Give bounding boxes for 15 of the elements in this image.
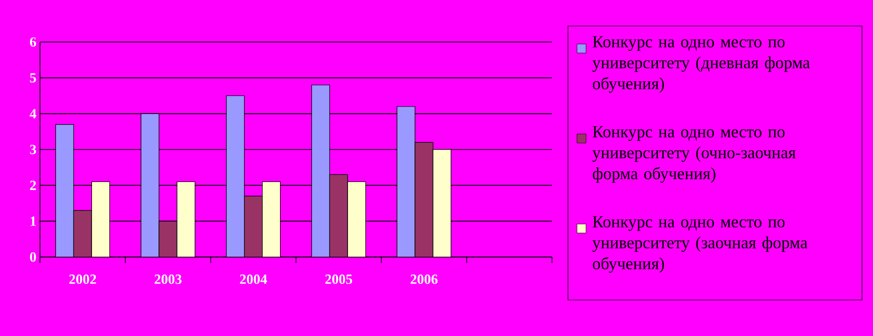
y-tick-label: 4	[30, 109, 36, 118]
y-tick-label: 3	[30, 144, 36, 154]
legend-label: Конкурс на одно место по университету (заочная форма обучения)	[592, 216, 808, 273]
x-tick-label: 2004	[240, 274, 268, 284]
y-tick-label: 1	[30, 216, 36, 226]
legend-label: Конкурс на одно место по университету (дневная форма обучения)	[592, 36, 810, 93]
x-tick-label: 2005	[325, 274, 352, 284]
x-tick-label: 2003	[154, 274, 182, 284]
y-tick-label: 0	[30, 252, 36, 262]
x-tick-label: 2002	[69, 274, 96, 284]
y-tick-label: 5	[30, 73, 36, 82]
y-tick-label: 2	[30, 180, 36, 190]
x-tick-label: 2006	[410, 274, 438, 284]
y-tick-label: 6	[30, 37, 36, 47]
legend-label: Конкурс на одно место по университету (очно-заочная форма обучения)	[592, 126, 796, 183]
